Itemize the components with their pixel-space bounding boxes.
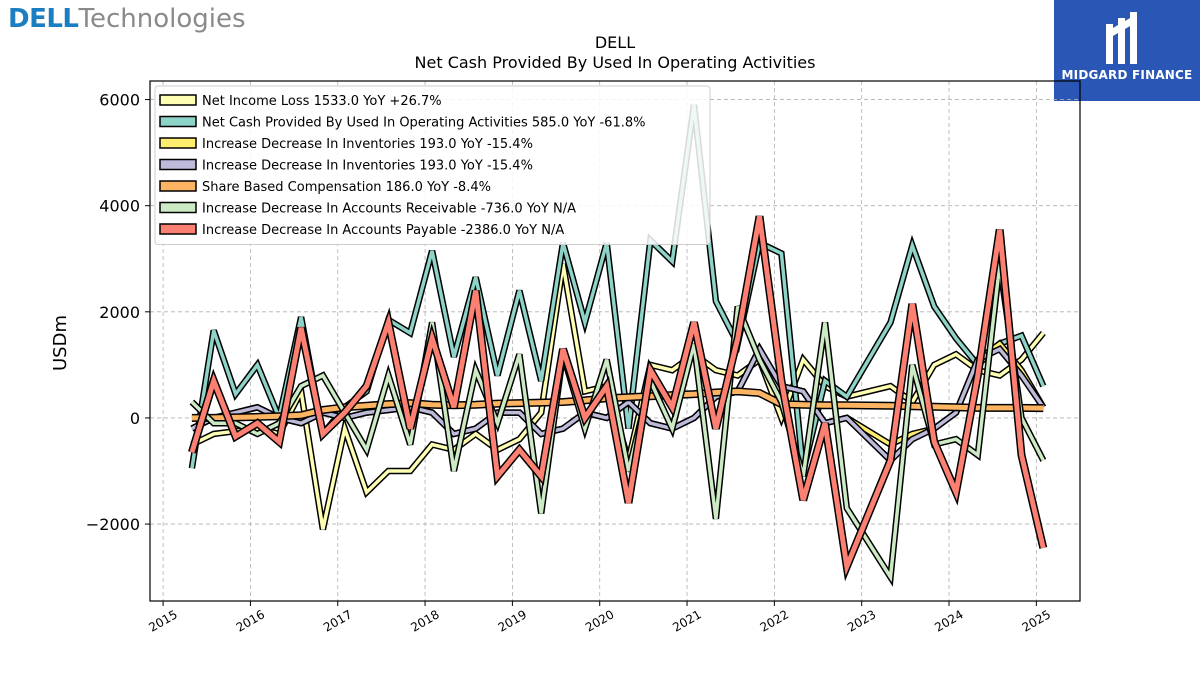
x-tick-label: 2018 [408,607,441,634]
y-tick-label: 0 [130,409,140,428]
brand-name: MIDGARD FINANCE [1061,68,1193,82]
legend-swatch [159,201,197,214]
x-tick-label: 2017 [321,607,354,634]
legend-label: Share Based Compensation 186.0 YoY -8.4% [202,180,491,195]
y-axis: −2000 0 2000 4000 6000 [86,91,150,534]
series-line [190,263,1045,583]
x-tick-label: 2022 [758,607,791,634]
legend-swatch [159,94,197,106]
legend-swatch [159,115,197,128]
y-tick-label: 4000 [99,197,140,216]
logo-technologies: Technologies [78,4,246,34]
legend-label: Increase Decrease In Inventories 193.0 Y… [202,137,533,152]
midgard-m-icon [1106,12,1137,64]
legend-swatch [159,223,197,235]
legend-swatch [159,180,197,192]
chart-title: DELL [595,33,635,52]
dell-technologies-logo: DELLTechnologies [8,2,246,36]
y-tick-label: 2000 [99,303,140,322]
x-tick-label: 2021 [670,607,703,634]
plot-frame [149,80,1081,602]
x-tick-label: 2024 [932,607,965,634]
legend: Net Income Loss 1533.0 YoY +26.7% Net Cas… [154,85,711,245]
legend-label: Net Income Loss 1533.0 YoY +26.7% [202,94,442,109]
x-axis: 2015 2016 2017 2018 2019 2020 2021 2022 2023 2024… [146,601,1053,635]
legend-swatch [159,137,197,149]
x-tick-label: 2019 [496,607,529,634]
x-tick-label: 2015 [146,607,179,634]
series-layer [188,104,1048,587]
legend-box [154,85,711,245]
x-tick-label: 2025 [1020,607,1053,634]
series-6 [188,215,1048,582]
series-line [189,215,1046,576]
legend-swatch [159,158,197,171]
legend-label: Increase Decrease In Inventories 193.0 Y… [202,159,533,174]
logo-dell: DELL [8,4,79,34]
chart-subtitle: Net Cash Provided By Used In Operating A… [415,53,816,72]
y-tick-label: −2000 [86,515,140,534]
legend-label: Net Cash Provided By Used In Operating A… [202,116,645,131]
legend-label: Increase Decrease In Accounts Receivable… [202,202,576,217]
y-tick-label: 6000 [99,91,140,110]
series-5 [189,263,1047,587]
y-axis-label: USDm [50,315,71,371]
legend-label: Increase Decrease In Accounts Payable -2… [202,223,564,238]
x-tick-label: 2020 [583,607,616,634]
x-tick-label: 2023 [845,607,878,634]
x-tick-label: 2016 [234,607,267,634]
midgard-finance-badge: MIDGARD FINANCE [1054,0,1200,101]
